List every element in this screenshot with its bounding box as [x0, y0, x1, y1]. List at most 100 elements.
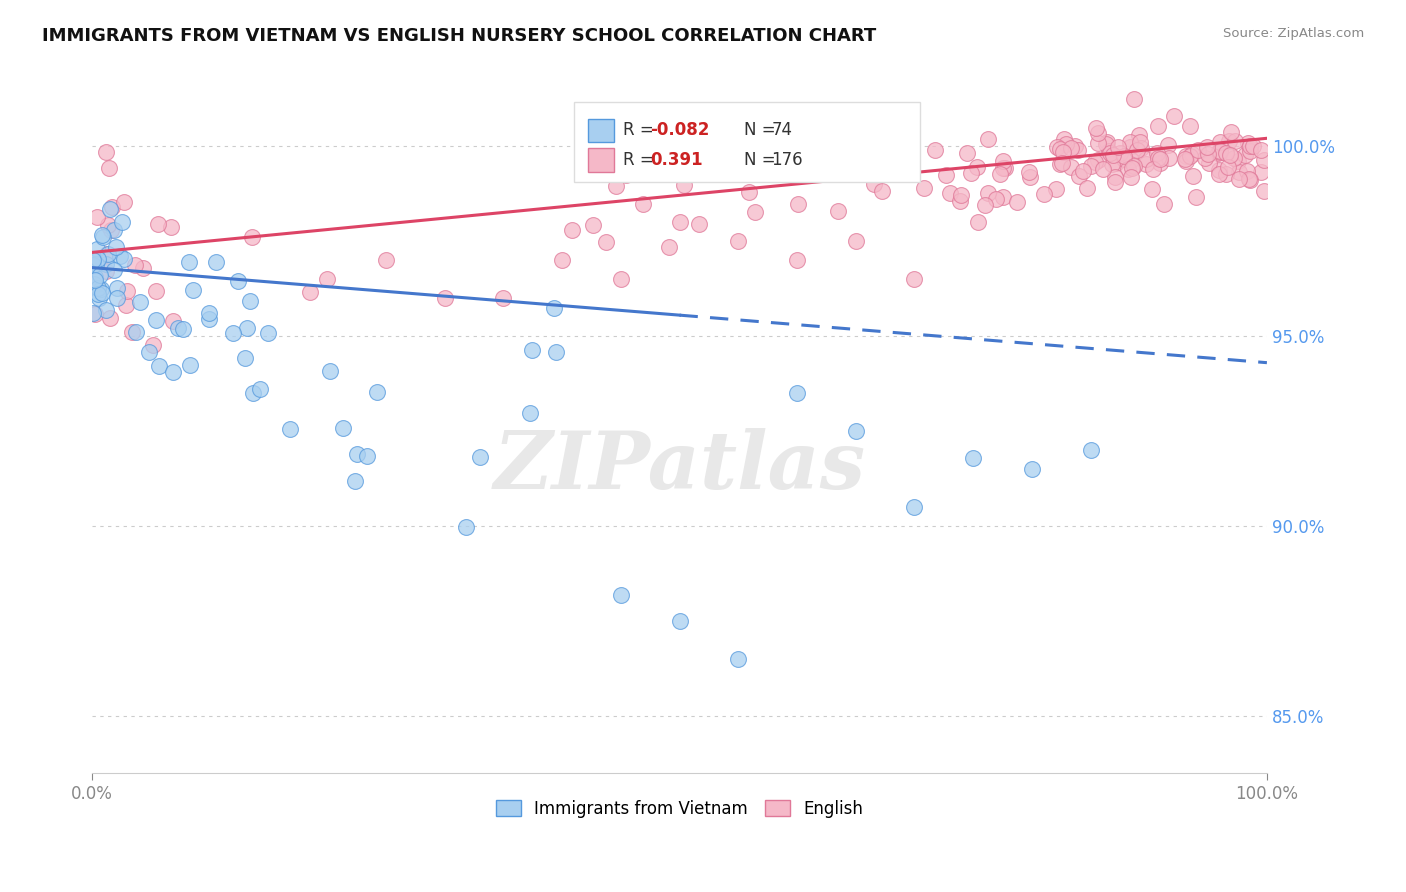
Point: [103, 263, 125, 277]
Point: [1112, 148, 1135, 162]
Point: [1112, 153, 1135, 167]
Point: [1104, 175, 1126, 189]
Point: [82, 306, 104, 320]
Text: IMMIGRANTS FROM VIETNAM VS ENGLISH NURSERY SCHOOL CORRELATION CHART: IMMIGRANTS FROM VIETNAM VS ENGLISH NURSE…: [42, 27, 876, 45]
Point: [84, 307, 107, 321]
Point: [977, 186, 1000, 200]
Point: [1108, 146, 1130, 161]
Point: [903, 500, 925, 515]
Point: [1087, 126, 1109, 140]
Point: [1018, 169, 1040, 184]
Point: [242, 229, 264, 244]
Point: [1241, 138, 1264, 153]
Point: [105, 280, 128, 294]
Point: [179, 359, 201, 373]
Point: [142, 338, 165, 352]
Point: [1119, 140, 1142, 154]
Point: [468, 450, 491, 464]
Text: Source: ZipAtlas.com: Source: ZipAtlas.com: [1223, 27, 1364, 40]
Point: [108, 248, 131, 262]
Point: [91, 227, 114, 242]
Point: [235, 320, 257, 334]
Point: [105, 240, 128, 254]
Point: [610, 272, 633, 286]
Point: [1050, 156, 1073, 170]
Point: [1175, 149, 1198, 163]
Point: [112, 194, 135, 209]
Point: [993, 190, 1015, 204]
Point: [91, 230, 114, 244]
Point: [1105, 156, 1128, 170]
Point: [1122, 159, 1144, 173]
Point: [519, 406, 541, 420]
Point: [492, 291, 515, 305]
Point: [1005, 195, 1028, 210]
Point: [1084, 155, 1107, 169]
Point: [1095, 135, 1118, 149]
Point: [1216, 160, 1239, 174]
Point: [522, 343, 544, 358]
Point: [744, 205, 766, 219]
FancyBboxPatch shape: [588, 119, 614, 142]
Point: [993, 153, 1015, 168]
Point: [1129, 135, 1152, 149]
Point: [1123, 92, 1146, 106]
Point: [160, 219, 183, 234]
Point: [226, 274, 249, 288]
Point: [738, 185, 761, 199]
Point: [316, 272, 339, 286]
Point: [145, 313, 167, 327]
Legend: Immigrants from Vietnam, English: Immigrants from Vietnam, English: [489, 793, 870, 824]
Point: [115, 284, 138, 298]
Point: [1085, 121, 1108, 136]
Point: [1076, 181, 1098, 195]
Point: [1087, 136, 1109, 151]
Text: R =: R =: [623, 152, 654, 169]
Point: [1209, 145, 1232, 159]
Point: [332, 421, 354, 435]
Point: [1234, 148, 1257, 162]
Point: [1187, 143, 1209, 157]
Point: [124, 259, 146, 273]
Point: [198, 312, 221, 326]
Point: [605, 178, 627, 193]
Point: [177, 255, 200, 269]
Point: [991, 161, 1014, 175]
Text: N =: N =: [744, 152, 776, 169]
Point: [1159, 151, 1181, 165]
Point: [1163, 109, 1185, 123]
Point: [132, 260, 155, 275]
Point: [1092, 162, 1115, 177]
Point: [1227, 171, 1250, 186]
Point: [84, 257, 107, 271]
Point: [912, 181, 935, 195]
Point: [974, 198, 997, 212]
Point: [374, 252, 396, 267]
Point: [148, 359, 170, 374]
Point: [561, 223, 583, 237]
FancyBboxPatch shape: [588, 148, 614, 172]
Point: [1209, 145, 1232, 159]
Point: [935, 168, 957, 182]
Point: [1194, 151, 1216, 165]
Point: [1239, 145, 1261, 159]
Point: [1253, 153, 1275, 167]
Point: [105, 291, 128, 305]
Point: [356, 449, 378, 463]
Point: [1059, 161, 1081, 175]
Point: [233, 351, 256, 365]
Point: [94, 302, 117, 317]
Point: [86, 210, 108, 224]
Point: [903, 272, 925, 286]
FancyBboxPatch shape: [574, 102, 921, 182]
Point: [988, 167, 1011, 181]
Point: [727, 652, 749, 666]
Point: [543, 301, 565, 315]
Point: [100, 223, 122, 237]
Point: [546, 344, 568, 359]
Point: [551, 252, 574, 267]
Point: [1080, 443, 1102, 458]
Point: [1237, 136, 1260, 150]
Point: [98, 202, 121, 217]
Text: 74: 74: [770, 121, 792, 139]
